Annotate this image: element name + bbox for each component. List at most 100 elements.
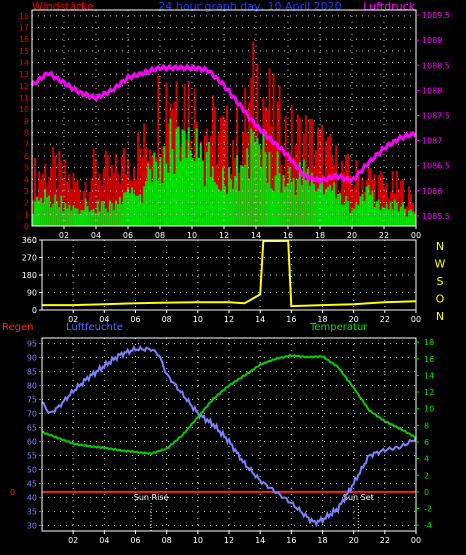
- wind-gust-bar: [116, 174, 119, 226]
- humidity-y-tick-label: 55: [27, 451, 37, 460]
- wind-mean-bar: [369, 194, 372, 226]
- wind-gust-bar: [213, 106, 216, 226]
- humidity-x-tick-label: 14: [255, 536, 265, 545]
- wind-y-tick-label: 16: [19, 35, 29, 44]
- wind-mean-bar: [74, 208, 77, 226]
- wind-mean-bar: [141, 202, 144, 226]
- wind-y-tick-label: 14: [19, 59, 29, 68]
- temperature-line: [41, 354, 417, 456]
- direction-x-tick-label: 08: [162, 315, 172, 324]
- humidity-x-tick-label: 00: [411, 536, 421, 545]
- wind-mean-bar: [413, 213, 416, 226]
- wind-mean-bar: [310, 172, 313, 226]
- wind-gust-bar: [94, 158, 97, 226]
- wind-gust-bar: [353, 185, 356, 226]
- wind-mean-bar: [122, 192, 125, 226]
- direction-x-tick-label: 18: [317, 315, 327, 324]
- wind-gust-bar: [391, 170, 394, 226]
- wind-mean-bar: [359, 196, 362, 226]
- wind-gust-bar: [82, 190, 85, 226]
- wind-mean-bar: [114, 200, 117, 226]
- wind-mean-bar: [276, 151, 279, 226]
- wind-gust-bar: [347, 154, 350, 226]
- wind-gust-bar: [102, 168, 105, 226]
- wind-mean-bar: [339, 193, 342, 226]
- windstaerke-header-label: Windstärke: [32, 0, 94, 13]
- wind-mean-bar: [304, 180, 307, 226]
- wind-gust-bar: [68, 174, 71, 226]
- wind-y-tick-label: 0: [24, 222, 29, 231]
- pressure-y-tick-label: 1086.5: [422, 162, 450, 171]
- wind-y-tick-label: 2: [24, 199, 29, 208]
- wind-mean-bar: [171, 148, 174, 226]
- wind-mean-bar: [151, 181, 154, 226]
- wind-mean-bar: [82, 210, 85, 226]
- wind-mean-bar: [323, 194, 326, 226]
- wind-mean-bar: [264, 152, 267, 226]
- wind-gust-bar: [355, 159, 358, 226]
- wind-gust-bar: [381, 175, 384, 226]
- wind-gust-bar: [120, 156, 123, 226]
- wind-mean-bar: [353, 208, 356, 226]
- wind-gust-bar: [90, 178, 93, 226]
- wind-gust-bar: [226, 105, 229, 226]
- wind-gust-bar: [122, 148, 125, 226]
- wind-mean-bar: [78, 213, 81, 226]
- wind-mean-bar: [228, 167, 231, 226]
- wind-mean-bar: [244, 164, 247, 226]
- humidity-temperature-panel: Regen Luftfeuchte Temperatur Sun Rise Sun Se…: [2, 322, 434, 545]
- wind-mean-bar: [56, 201, 59, 226]
- wind-mean-bar: [298, 162, 301, 226]
- wind-mean-bar: [38, 200, 41, 226]
- wind-gust-bar: [32, 199, 35, 226]
- wind-mean-bar: [357, 205, 360, 226]
- temperature-y-tick-label: 12: [424, 388, 434, 397]
- wind-mean-bar: [294, 194, 297, 226]
- pressure-y-tick-label: 1088: [422, 86, 442, 95]
- wind-gust-bar: [78, 189, 81, 226]
- wind-gust-bar: [92, 148, 95, 226]
- wind-mean-bar: [185, 157, 188, 226]
- temperatur-label: Temperatur: [309, 322, 368, 333]
- wind-gust-bar: [345, 155, 348, 226]
- wind-mean-bar: [217, 189, 220, 226]
- wind-mean-bar: [193, 160, 196, 226]
- wind-mean-bar: [399, 206, 402, 226]
- wind-mean-bar: [300, 184, 303, 226]
- wind-x-tick-label: 04: [91, 231, 101, 240]
- wind-mean-bar: [94, 213, 97, 226]
- wind-mean-bar: [80, 209, 83, 226]
- wind-mean-bar: [84, 198, 87, 226]
- regen-label: Regen: [2, 322, 34, 333]
- wind-mean-bar: [60, 195, 63, 226]
- wind-mean-bar: [262, 129, 265, 226]
- wind-mean-bar: [187, 127, 190, 226]
- wind-y-tick-label: 12: [19, 82, 29, 91]
- direction-x-tick-label: 20: [349, 315, 359, 324]
- wind-gust-bar: [139, 148, 142, 226]
- wind-mean-bar: [407, 210, 410, 226]
- wind-mean-bar: [361, 193, 364, 226]
- wind-mean-bar: [135, 195, 138, 226]
- wind-mean-bar: [175, 128, 178, 226]
- wind-mean-bar: [173, 173, 176, 226]
- wind-mean-bar: [159, 156, 162, 226]
- pressure-line: [30, 63, 417, 186]
- wind-mean-bar: [181, 129, 184, 226]
- wind-x-tick-label: 08: [155, 231, 165, 240]
- wind-gust-bar: [70, 188, 73, 226]
- wind-gust-bar: [106, 155, 109, 226]
- wind-mean-bar: [191, 157, 194, 226]
- wind-gust-bar: [290, 105, 293, 226]
- wind-gust-bar: [308, 118, 311, 226]
- temperature-y-tick-label: 8: [424, 421, 429, 430]
- wind-gust-bar: [64, 159, 67, 226]
- wind-mean-bar: [256, 137, 259, 226]
- wind-mean-bar: [145, 181, 148, 226]
- wind-gust-bar: [72, 172, 75, 226]
- wind-mean-bar: [62, 211, 65, 226]
- wind-mean-bar: [96, 200, 99, 226]
- wind-direction-line: [42, 240, 417, 308]
- wind-mean-bar: [100, 200, 103, 226]
